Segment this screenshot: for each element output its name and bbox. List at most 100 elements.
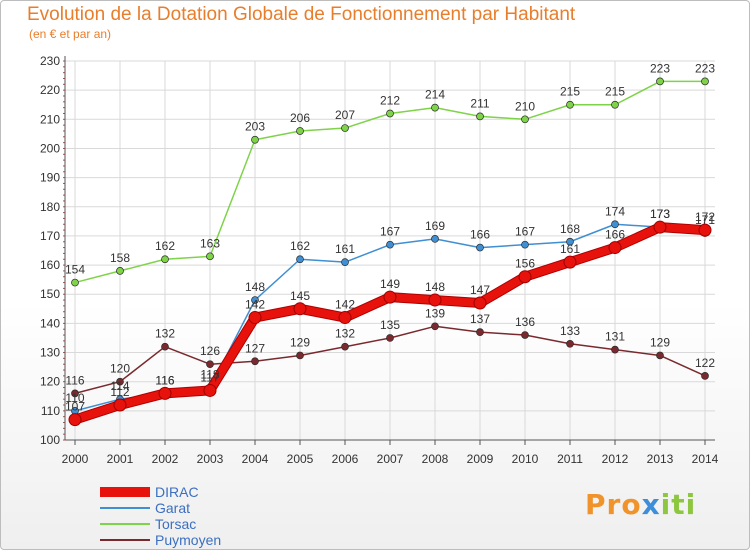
y-minor-tick [63,66,65,68]
data-label-torsac: 154 [65,263,85,277]
data-label-puymoyen: 126 [200,344,220,358]
data-label-puymoyen: 133 [560,324,580,338]
point-garat [251,296,259,304]
x-tick-label: 2000 [62,452,89,466]
y-minor-tick [63,305,65,307]
y-minor-tick [63,398,65,400]
data-label-dirac: 145 [290,289,310,303]
y-minor-tick [63,112,65,114]
point-torsac [386,109,394,118]
point-torsac [296,127,304,135]
y-minor-tick [63,276,65,278]
data-label-torsac: 206 [290,111,310,125]
data-label-garat: 116 [155,373,174,387]
chart-title: Evolution de la Dotation Globale de Fonc… [27,4,576,25]
legend-swatch [100,507,150,509]
y-minor-tick [63,317,65,319]
x-tick-label: 2007 [377,452,404,466]
point-garat [566,237,574,246]
data-label-dirac: 142 [335,298,355,312]
point-garat [611,220,619,229]
data-label-torsac: 163 [200,236,220,250]
y-tick-label: 170 [40,229,60,243]
data-label-puymoyen: 139 [425,306,445,320]
data-label-puymoyen: 131 [605,330,625,344]
y-minor-tick [63,153,65,155]
x-tick-label: 2012 [602,452,629,466]
data-label-puymoyen: 129 [650,335,670,349]
point-torsac [521,115,529,124]
point-garat [431,234,439,243]
point-dirac [338,311,352,325]
y-minor-tick [63,136,65,138]
data-label-puymoyen: 135 [380,318,400,332]
data-label-dirac: 107 [65,400,85,414]
y-minor-tick [63,422,65,424]
y-minor-tick [63,270,65,272]
y-tick-label: 160 [40,258,60,272]
y-minor-tick [63,89,65,91]
y-minor-tick [63,229,65,231]
data-label-torsac: 158 [110,251,130,265]
y-minor-tick [63,101,65,103]
legend-label: DIRAC [155,484,199,500]
point-dirac [698,223,712,237]
point-garat [296,255,304,264]
point-dirac [383,290,397,304]
data-label-puymoyen: 127 [245,341,265,355]
data-label-dirac: 112 [110,385,129,399]
y-minor-tick [63,77,65,79]
x-tick-label: 2005 [287,452,314,466]
y-minor-tick [63,346,65,348]
y-minor-tick [63,159,65,161]
y-minor-tick [63,118,65,120]
y-tick-label: 140 [40,316,60,330]
point-torsac [116,267,124,275]
y-minor-tick [63,235,65,237]
point-torsac [476,112,484,121]
y-minor-tick [63,124,65,126]
point-puymoyen [386,334,394,342]
legend-label: Torsac [155,516,197,532]
y-tick-label: 120 [40,375,60,389]
data-label-dirac: 166 [605,228,625,242]
proxiti-logo: Proxiti [585,488,697,521]
axes: 100 110 120 130 140 150 160 170 180 190 200 210 220 2… [40,54,719,466]
point-torsac [251,135,259,144]
point-garat [341,258,349,267]
point-garat [521,240,529,249]
point-puymoyen [116,377,124,386]
point-torsac [71,278,79,287]
point-torsac [206,252,214,261]
data-label-garat: 118 [200,368,219,382]
data-label-torsac: 162 [155,239,175,253]
y-minor-tick [63,223,65,225]
data-label-garat: 161 [335,242,355,256]
point-dirac [113,398,127,412]
chart-subtitle: (en € et par an) [29,27,112,41]
data-label-torsac: 223 [650,61,670,75]
y-tick-label: 130 [40,346,60,360]
y-minor-tick [63,142,65,144]
point-dirac [428,293,442,307]
legend-label: Garat [155,500,191,516]
point-puymoyen [611,345,619,354]
x-tick-label: 2006 [332,452,359,466]
data-label-puymoyen: 122 [695,356,715,370]
point-torsac [701,77,709,86]
point-dirac [68,413,82,427]
point-torsac [611,100,619,109]
y-minor-tick [63,387,65,389]
y-minor-tick [63,258,65,260]
data-label-dirac: 142 [245,298,265,312]
y-minor-tick [63,212,65,214]
legend-swatch [100,523,150,525]
x-tick-label: 2010 [512,452,539,466]
data-label-garat: 169 [425,219,445,233]
data-label-puymoyen: 137 [470,312,490,326]
data-labels: 116 120 132 126 127 129 132 135 139 137 136 133 131 1… [65,61,715,413]
x-tick-label: 2014 [692,452,719,466]
data-label-puymoyen: 120 [110,362,130,376]
